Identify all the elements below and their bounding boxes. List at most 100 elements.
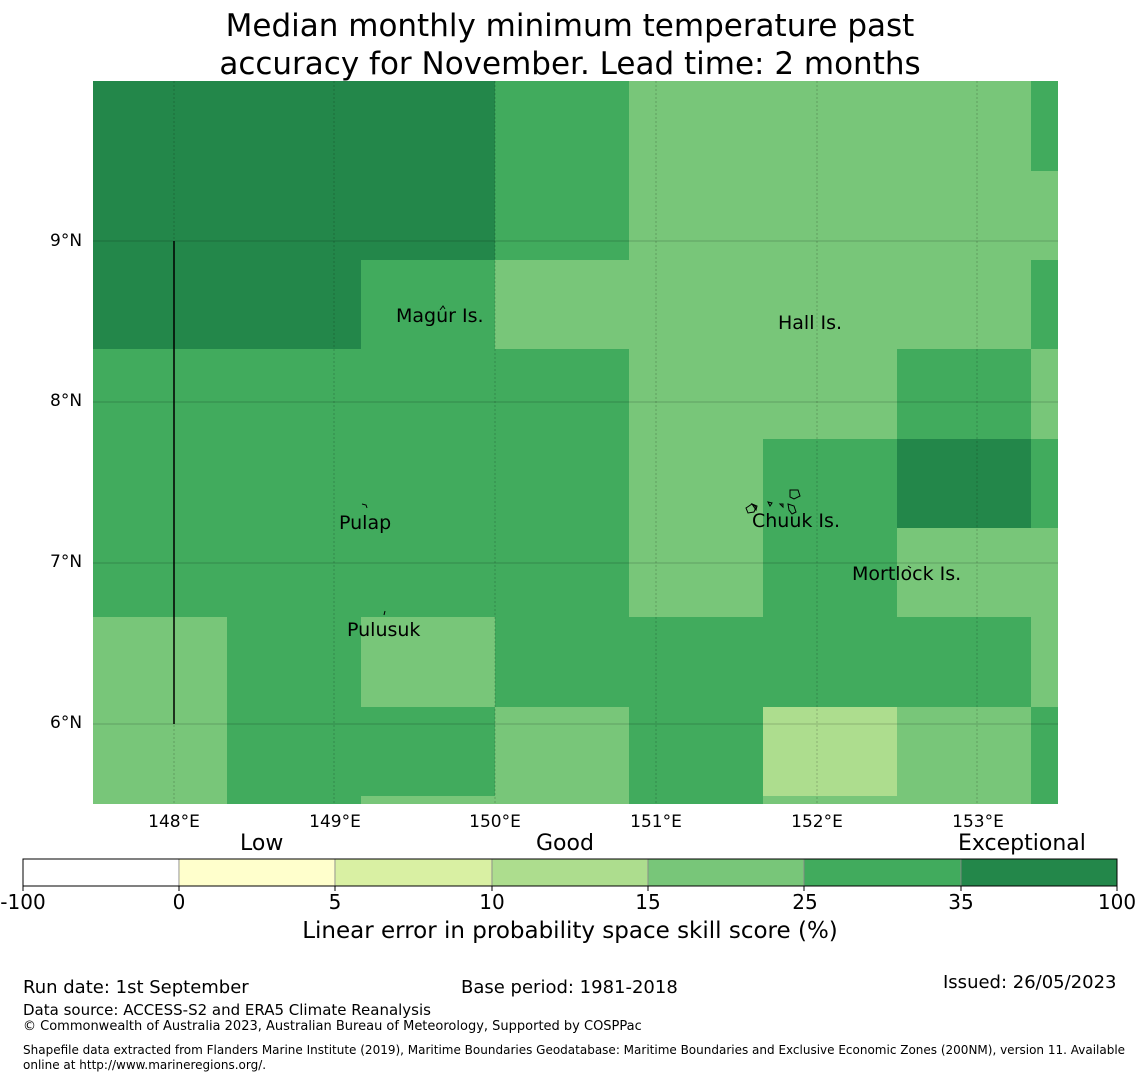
grid-cell xyxy=(361,796,495,804)
chuuk-island-outline xyxy=(745,489,801,515)
grid-cell xyxy=(763,707,897,796)
grid-cell xyxy=(629,528,763,617)
issued-date: Issued: 26/05/2023 xyxy=(943,972,1117,993)
colorbar-tick-label: 0 xyxy=(172,890,186,914)
grid-cell xyxy=(93,349,227,439)
grid-cell xyxy=(93,171,227,260)
grid-cell xyxy=(897,171,1031,260)
grid-cell xyxy=(93,260,227,349)
grid-cell xyxy=(227,171,361,260)
grid-cell xyxy=(629,260,763,349)
colorbar-tick-label: 100 xyxy=(1097,890,1137,914)
grid-cell xyxy=(227,349,361,439)
colorbar-title: Linear error in probability space skill … xyxy=(302,918,838,944)
grid-cell xyxy=(227,81,361,171)
grid-cell xyxy=(1031,171,1058,260)
grid-cell xyxy=(93,81,227,171)
place-label-magur: Magur Is. xyxy=(396,305,484,327)
shapefile-credit-line-2: online at http://www.marineregions.org/. xyxy=(23,1058,267,1072)
grid-cell xyxy=(1031,439,1058,528)
pulusuk-island-outline xyxy=(383,610,386,616)
grid-cell xyxy=(227,260,361,349)
map-title-line-2: accuracy for November. Lead time: 2 mont… xyxy=(219,46,921,82)
colorbar-segment xyxy=(334,858,493,887)
mortlock-island-outline xyxy=(907,565,912,569)
grid-cell xyxy=(1031,707,1058,804)
grid-cell xyxy=(227,707,361,804)
colorbar-tick-label: -100 xyxy=(0,890,46,914)
lat-label-7n: 7°N xyxy=(50,552,83,572)
shapefile-credit-line-1: Shapefile data extracted from Flanders M… xyxy=(23,1043,1126,1057)
grid-cell xyxy=(763,171,897,260)
grid-cell xyxy=(93,528,227,617)
grid-cell xyxy=(897,81,1031,171)
colorbar-frame xyxy=(22,858,1118,887)
run-date: Run date: 1st September xyxy=(23,977,249,998)
colorbar-segment xyxy=(491,858,649,887)
grid-cell xyxy=(93,707,227,804)
colorbar-segment xyxy=(803,858,962,887)
grid-cell xyxy=(1031,617,1058,707)
skill-grid xyxy=(93,81,1058,804)
category-label-low: Low xyxy=(240,831,284,856)
colorbar-segment xyxy=(647,858,805,887)
grid-cell xyxy=(1031,81,1058,171)
grid-cell xyxy=(361,528,495,617)
grid-cell xyxy=(763,81,897,171)
grid-cell xyxy=(227,439,361,528)
grid-cell xyxy=(361,171,495,260)
grid-cell xyxy=(361,617,495,707)
grid-cell xyxy=(763,796,897,804)
grid-cell xyxy=(629,81,763,171)
lon-label-153e: 153°E xyxy=(952,812,1004,832)
data-source: Data source: ACCESS-S2 and ERA5 Climate … xyxy=(23,1001,431,1019)
grid-cell xyxy=(897,439,1031,528)
copyright-notice: © Commonwealth of Australia 2023, Austra… xyxy=(23,1019,642,1034)
colorbar-tick-label: 25 xyxy=(792,890,818,914)
colorbar xyxy=(22,858,1118,891)
map-title-line-1: Median monthly minimum temperature past xyxy=(225,8,915,44)
grid-cell xyxy=(361,260,495,349)
grid-cell xyxy=(629,349,763,439)
place-label-pulap: Pulap xyxy=(339,512,392,534)
grid-cell xyxy=(763,617,897,707)
grid-cell xyxy=(361,81,495,171)
base-period: Base period: 1981-2018 xyxy=(461,977,678,998)
lat-label-8n: 8°N xyxy=(50,391,83,411)
colorbar-segment xyxy=(178,858,336,887)
colorbar-tick-label: 35 xyxy=(948,890,974,914)
grid-cell xyxy=(227,528,361,617)
grid-cell xyxy=(1031,528,1058,617)
magur-island-outline xyxy=(439,305,446,311)
place-label-hall: Hall Is. xyxy=(778,312,843,334)
lon-label-150e: 150°E xyxy=(469,812,521,832)
grid-cell xyxy=(763,528,897,617)
colorbar-segment xyxy=(22,858,180,887)
grid-cell xyxy=(897,528,1031,617)
grid-cell xyxy=(495,707,629,804)
lon-label-151e: 151°E xyxy=(630,812,682,832)
grid-cell xyxy=(361,707,495,804)
colorbar-tick-label: 5 xyxy=(328,890,342,914)
grid-cell xyxy=(361,349,495,439)
grid-cell xyxy=(361,439,495,528)
place-label-mortlock: Mortlock Is. xyxy=(852,563,962,585)
colorbar-segment xyxy=(960,858,1118,887)
island-outlines xyxy=(361,305,912,616)
grid-cell xyxy=(629,439,763,528)
lon-label-148e: 148°E xyxy=(148,812,200,832)
grid-cell xyxy=(93,617,227,707)
lon-label-149e: 149°E xyxy=(309,812,361,832)
colorbar-tick-label: 10 xyxy=(479,890,505,914)
grid-cell xyxy=(93,439,227,528)
grid-cell xyxy=(495,617,629,707)
grid-cell xyxy=(495,528,629,617)
grid-cell xyxy=(629,617,763,707)
grid-cell xyxy=(763,349,897,439)
grid-cell xyxy=(897,260,1031,349)
grid-cell xyxy=(495,349,629,439)
grid-cell xyxy=(495,81,629,171)
grid-cell xyxy=(763,439,897,528)
lat-label-6n: 6°N xyxy=(50,713,83,733)
